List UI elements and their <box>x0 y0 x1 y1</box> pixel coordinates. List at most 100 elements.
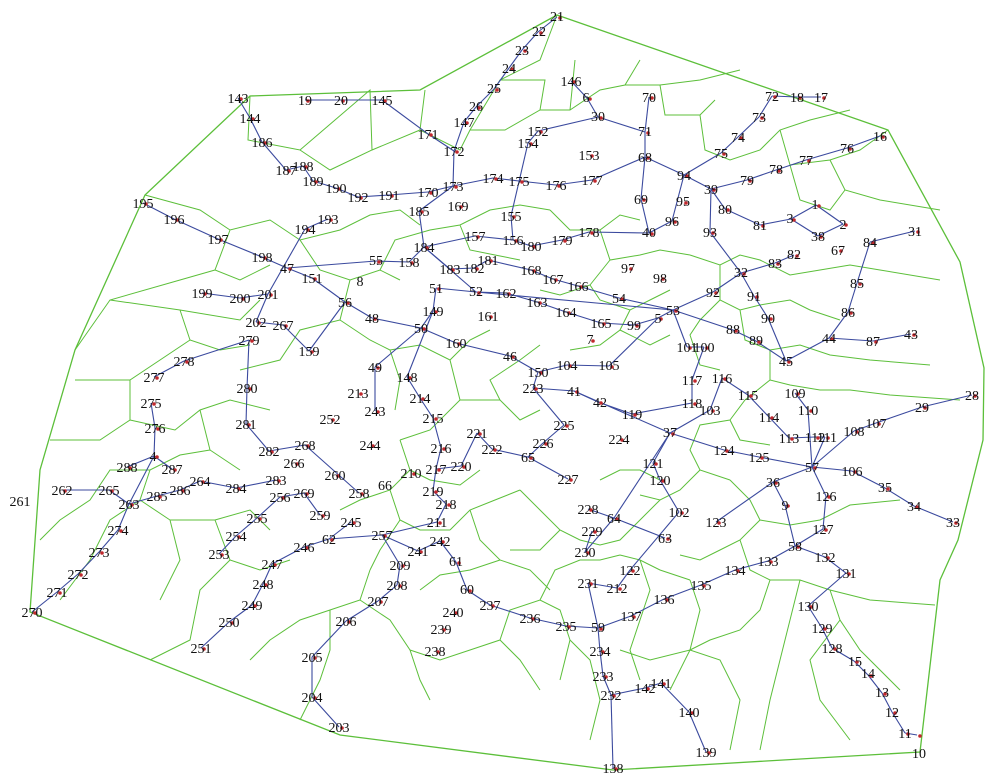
node-marker-216 <box>442 447 446 451</box>
node-marker-20 <box>341 99 345 103</box>
node-label-95: 95 <box>676 195 690 210</box>
node-marker-287 <box>173 468 177 472</box>
edge-129-128 <box>821 627 833 649</box>
node-marker-141 <box>662 682 666 686</box>
edge-76-16 <box>846 135 881 149</box>
edge-3-1 <box>790 204 817 220</box>
node-marker-243 <box>376 410 380 414</box>
edge-269-256 <box>279 492 305 498</box>
node-marker-135 <box>702 584 706 588</box>
node-label-272: 272 <box>68 568 89 583</box>
edge-165-99 <box>600 322 635 326</box>
node-label-288: 288 <box>117 461 138 476</box>
node-label-240: 240 <box>443 606 464 621</box>
node-marker-159 <box>310 350 314 354</box>
edge-173-174 <box>452 177 494 187</box>
node-label-68: 68 <box>638 151 652 166</box>
node-label-265: 265 <box>99 484 120 499</box>
node-marker-195 <box>144 202 148 206</box>
node-label-121: 121 <box>643 457 664 472</box>
node-marker-54 <box>620 297 624 301</box>
node-label-147: 147 <box>454 116 475 131</box>
edge-172-173 <box>452 150 455 187</box>
node-label-59: 59 <box>591 621 605 636</box>
edge-111-57 <box>811 436 826 468</box>
node-label-212: 212 <box>607 582 628 597</box>
node-label-286: 286 <box>170 484 191 499</box>
edge-178-179 <box>561 231 590 241</box>
node-label-195: 195 <box>133 197 154 212</box>
node-label-131: 131 <box>836 567 857 582</box>
node-label-33: 33 <box>946 516 960 531</box>
node-label-107: 107 <box>866 417 887 432</box>
edge-79-78 <box>746 169 777 181</box>
node-label-209: 209 <box>390 559 411 574</box>
node-label-201: 201 <box>258 288 279 303</box>
node-marker-222 <box>493 448 497 452</box>
node-label-64: 64 <box>607 512 621 527</box>
node-marker-25 <box>495 88 499 92</box>
edge-264-286 <box>179 480 201 491</box>
node-label-72: 72 <box>765 90 779 105</box>
node-marker-2 <box>844 223 848 227</box>
node-label-120: 120 <box>650 474 671 489</box>
edge-211-218 <box>436 503 447 523</box>
edge-212-231 <box>587 582 618 589</box>
node-marker-12 <box>893 711 897 715</box>
node-label-94: 94 <box>677 169 691 184</box>
node-marker-234 <box>601 650 605 654</box>
node-marker-265 <box>110 489 114 493</box>
node-label-89: 89 <box>749 334 763 349</box>
edge-154-155 <box>510 142 529 217</box>
edge-131-130 <box>807 572 847 607</box>
node-marker-134 <box>736 569 740 573</box>
edge-147-172 <box>453 121 465 152</box>
edge-257-209 <box>381 534 401 566</box>
edge-246-247 <box>271 546 305 565</box>
node-label-103: 103 <box>700 404 721 419</box>
edge-114-113 <box>768 416 790 439</box>
node-label-108: 108 <box>844 425 865 440</box>
node-marker-239 <box>442 628 446 632</box>
node-label-36: 36 <box>766 476 780 491</box>
graph-edges <box>31 16 973 769</box>
node-marker-86 <box>849 311 853 315</box>
edge-135-136 <box>663 584 702 600</box>
edge-214-148 <box>406 376 421 399</box>
edge-122-212 <box>616 569 631 589</box>
node-marker-138 <box>614 767 618 771</box>
node-marker-146 <box>572 80 576 84</box>
node-marker-42 <box>599 401 603 405</box>
edge-151-56 <box>311 277 346 303</box>
node-marker-262 <box>63 489 67 493</box>
node-marker-30 <box>599 116 603 120</box>
node-label-250: 250 <box>219 616 240 631</box>
node-marker-100 <box>705 346 709 350</box>
edge-226-225 <box>542 424 565 444</box>
node-label-42: 42 <box>593 396 607 411</box>
node-label-45: 45 <box>779 355 793 370</box>
node-marker-194 <box>306 228 310 232</box>
edge-73-72 <box>758 95 773 118</box>
node-label-82: 82 <box>787 248 801 263</box>
edge-176-177 <box>555 179 593 186</box>
edge-55-47 <box>286 260 377 269</box>
node-marker-73 <box>760 116 764 120</box>
node-label-261: 261 <box>10 495 31 510</box>
edge-279-278 <box>183 339 250 362</box>
edge-181-168 <box>487 259 532 271</box>
node-marker-168 <box>532 269 536 273</box>
node-marker-23 <box>523 49 527 53</box>
node-label-211: 211 <box>427 516 447 531</box>
node-marker-172 <box>455 150 459 154</box>
node-marker-277 <box>155 376 159 380</box>
node-label-239: 239 <box>431 623 452 638</box>
edge-30-71 <box>597 116 646 133</box>
node-label-274: 274 <box>108 524 129 539</box>
node-marker-209 <box>401 564 405 568</box>
node-marker-212 <box>618 587 622 591</box>
node-marker-101 <box>688 346 692 350</box>
node-marker-113 <box>790 437 794 441</box>
node-marker-72 <box>773 95 777 99</box>
edge-124-125 <box>723 449 760 458</box>
